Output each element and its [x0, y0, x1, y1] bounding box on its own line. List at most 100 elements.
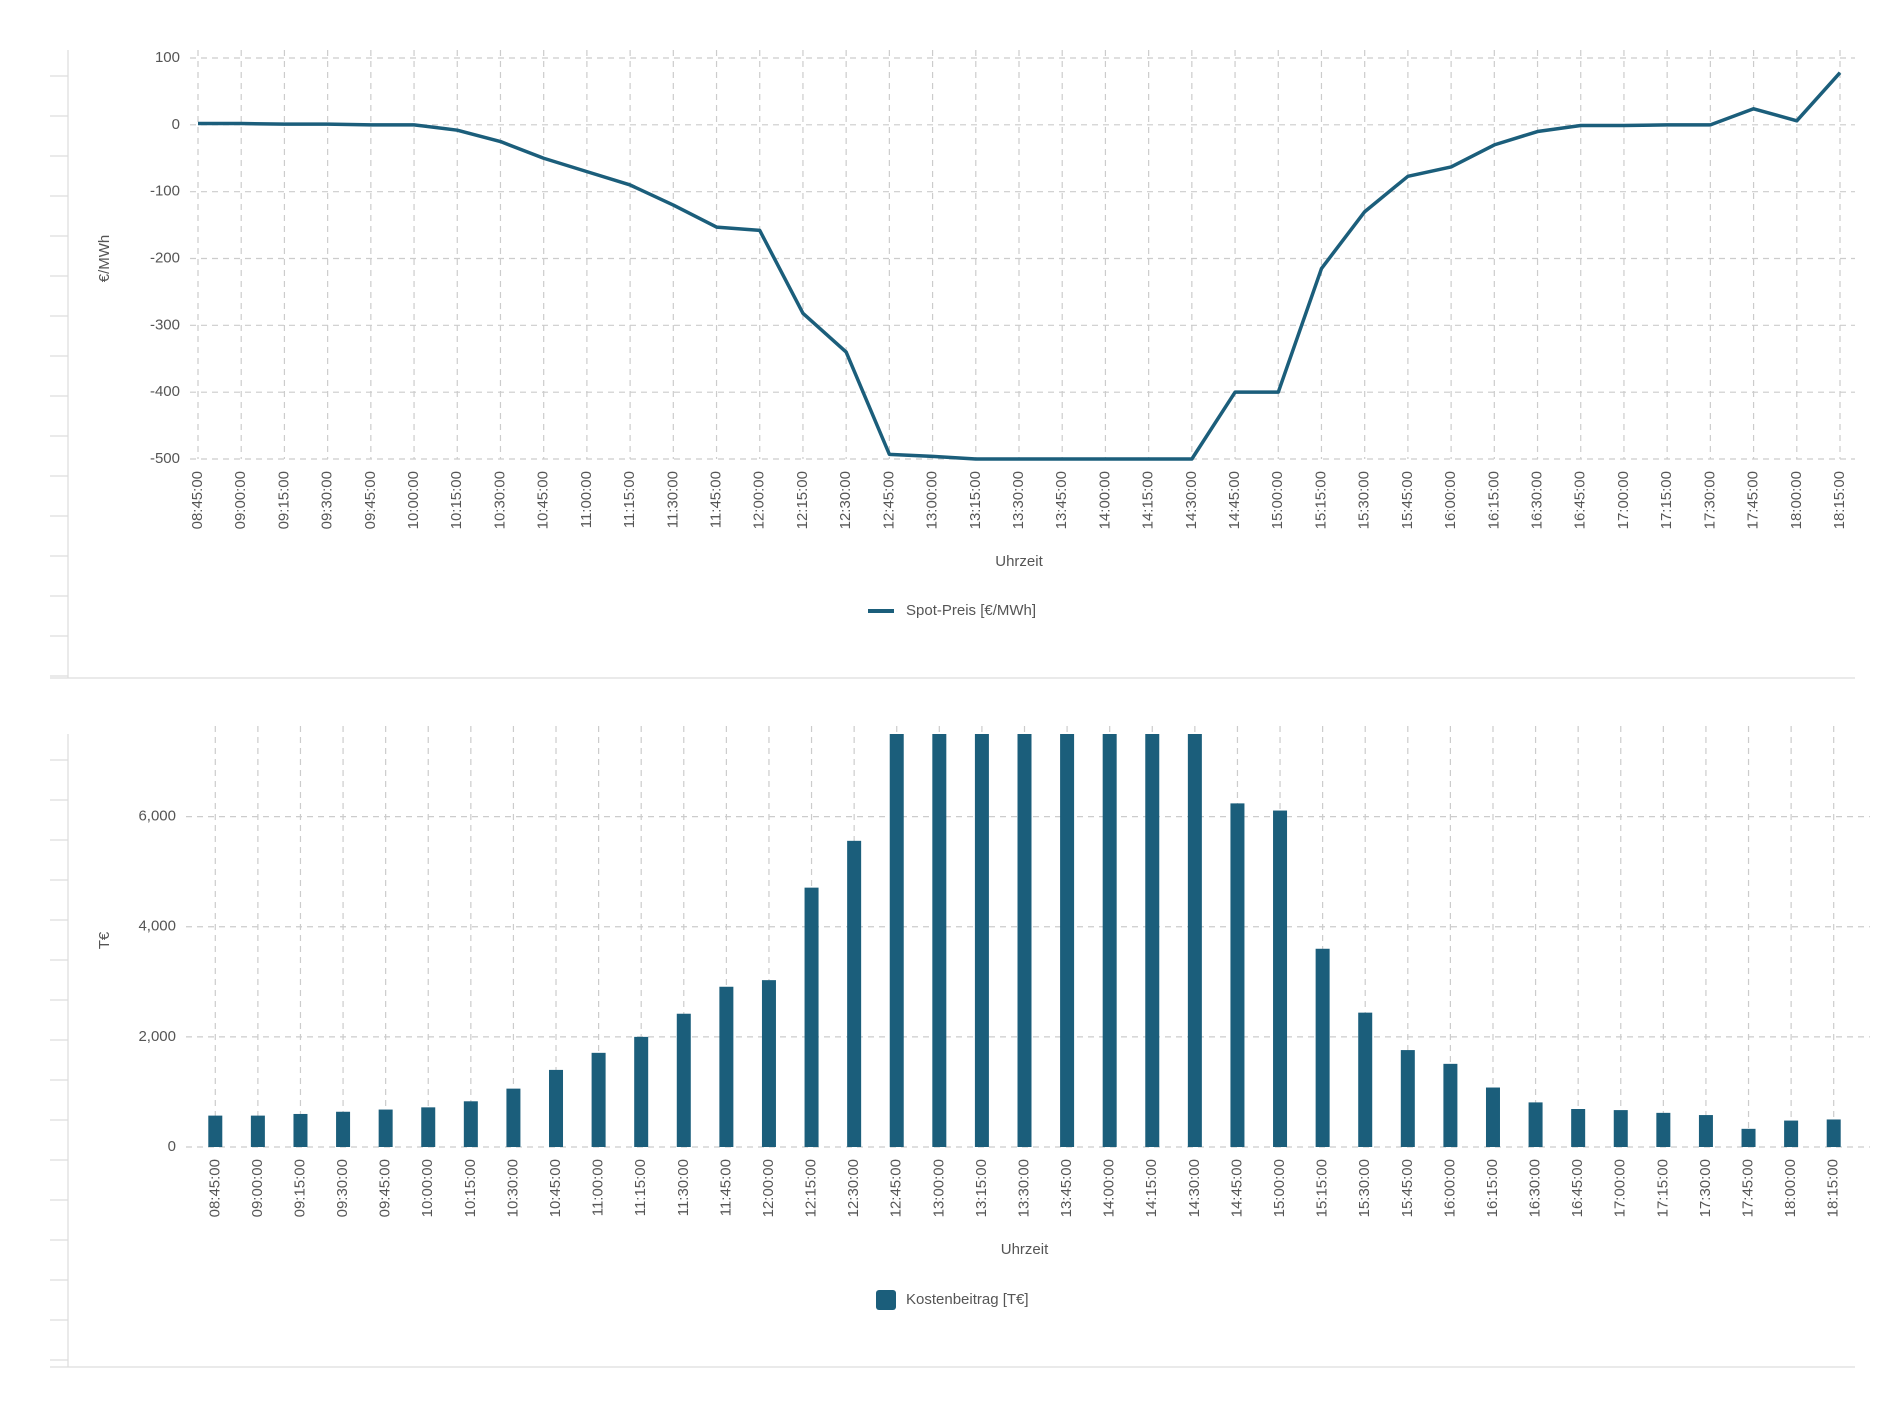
x-tick-label: 12:00:00: [751, 471, 768, 529]
x-tick-label: 18:00:00: [1782, 1159, 1799, 1217]
x-tick-label: 11:00:00: [578, 471, 595, 528]
x-tick-label: 15:15:00: [1312, 471, 1329, 529]
x-axis-title: Uhrzeit: [995, 553, 1043, 570]
x-tick-label: 10:15:00: [462, 1159, 479, 1217]
x-tick-label: 13:15:00: [967, 471, 984, 529]
x-tick-label: 09:30:00: [334, 1159, 351, 1217]
x-tick-label: 11:30:00: [675, 1159, 692, 1216]
bar: [974, 734, 989, 1147]
x-tick-label: 16:30:00: [1528, 471, 1545, 529]
x-tick-label: 12:00:00: [760, 1159, 777, 1217]
legend-label: Spot-Preis [€/MWh]: [906, 602, 1036, 619]
y-tick-label: 4,000: [138, 918, 176, 935]
bar: [463, 1101, 478, 1147]
x-tick-label: 14:45:00: [1226, 471, 1243, 529]
bar: [1613, 1110, 1628, 1147]
x-tick-label: 13:45:00: [1058, 1159, 1075, 1217]
bar: [761, 980, 776, 1147]
x-tick-label: 12:45:00: [880, 471, 897, 529]
x-tick-label: 09:00:00: [249, 1159, 266, 1217]
y-tick-label: -100: [150, 183, 180, 200]
bar: [1102, 734, 1117, 1147]
y-tick-label: -300: [150, 316, 180, 333]
bar: [293, 1113, 308, 1147]
x-tick-label: 11:15:00: [621, 471, 638, 528]
x-tick-label: 10:15:00: [448, 471, 465, 529]
bar: [1017, 734, 1032, 1147]
x-tick-label: 17:00:00: [1612, 1159, 1629, 1217]
bar: [506, 1088, 521, 1147]
x-tick-label: 12:30:00: [837, 471, 854, 529]
x-tick-label: 16:00:00: [1441, 1159, 1458, 1217]
x-tick-label: 10:30:00: [491, 471, 508, 529]
x-tick-label: 10:00:00: [405, 471, 422, 529]
x-tick-label: 15:45:00: [1399, 471, 1416, 529]
bar: [336, 1111, 351, 1147]
bar: [1187, 734, 1202, 1147]
x-tick-label: 14:30:00: [1183, 471, 1200, 529]
bar: [250, 1115, 265, 1147]
bar: [932, 734, 947, 1147]
x-tick-label: 10:45:00: [535, 471, 552, 529]
x-tick-label: 14:15:00: [1140, 471, 1157, 529]
bar: [847, 840, 862, 1147]
x-tick-label: 17:45:00: [1745, 471, 1762, 529]
x-tick-label: 12:15:00: [794, 471, 811, 529]
x-tick-label: 13:15:00: [973, 1159, 990, 1217]
bar: [1571, 1109, 1586, 1147]
bar: [1656, 1112, 1671, 1147]
y-tick-label: 6,000: [138, 808, 176, 825]
y-axis-title: T€: [96, 931, 113, 949]
x-tick-label: 14:15:00: [1143, 1159, 1160, 1217]
x-tick-label: 16:30:00: [1527, 1159, 1544, 1217]
x-tick-label: 14:00:00: [1101, 1159, 1118, 1217]
x-tick-label: 09:15:00: [275, 471, 292, 529]
x-tick-label: 18:15:00: [1831, 471, 1848, 529]
x-tick-label: 09:45:00: [377, 1159, 394, 1217]
x-tick-label: 13:00:00: [930, 1159, 947, 1217]
x-tick-label: 13:45:00: [1053, 471, 1070, 529]
x-tick-label: 13:00:00: [924, 471, 941, 529]
x-tick-label: 18:15:00: [1825, 1159, 1842, 1217]
y-tick-label: -200: [150, 249, 180, 266]
bar: [1400, 1050, 1415, 1147]
x-tick-label: 17:15:00: [1654, 1159, 1671, 1217]
bar: [1741, 1128, 1756, 1147]
bar: [1145, 734, 1160, 1147]
x-tick-label: 08:45:00: [206, 1159, 223, 1217]
y-tick-label: 0: [172, 116, 180, 133]
bar: [1528, 1102, 1543, 1147]
x-tick-label: 10:30:00: [504, 1159, 521, 1217]
x-tick-label: 11:30:00: [664, 471, 681, 528]
x-axis-title: Uhrzeit: [1001, 1241, 1049, 1258]
y-tick-label: -400: [150, 383, 180, 400]
y-tick-label: -500: [150, 450, 180, 467]
bar: [1443, 1063, 1458, 1147]
bar: [1315, 948, 1330, 1147]
x-tick-label: 16:00:00: [1442, 471, 1459, 529]
bar: [1273, 810, 1288, 1147]
x-tick-label: 16:45:00: [1572, 471, 1589, 529]
x-tick-label: 12:15:00: [803, 1159, 820, 1217]
bar: [1784, 1120, 1799, 1147]
x-tick-label: 17:30:00: [1697, 1159, 1714, 1217]
bar: [549, 1069, 564, 1147]
bar: [719, 986, 734, 1147]
bar: [1230, 803, 1245, 1147]
y-tick-label: 100: [155, 49, 180, 66]
x-tick-label: 09:45:00: [362, 471, 379, 529]
x-tick-label: 17:15:00: [1658, 471, 1675, 529]
bar: [208, 1115, 223, 1147]
x-tick-label: 16:15:00: [1485, 471, 1502, 529]
bar: [378, 1109, 393, 1147]
x-tick-label: 13:30:00: [1015, 1159, 1032, 1217]
x-tick-label: 11:45:00: [717, 1159, 734, 1216]
x-tick-label: 16:15:00: [1484, 1159, 1501, 1217]
y-axis-title: €/MWh: [96, 235, 113, 283]
bar: [1358, 1012, 1373, 1147]
x-tick-label: 08:45:00: [189, 471, 206, 529]
x-tick-label: 09:00:00: [232, 471, 249, 529]
bar: [804, 887, 819, 1147]
bar: [1485, 1087, 1500, 1147]
bar: [676, 1013, 691, 1147]
